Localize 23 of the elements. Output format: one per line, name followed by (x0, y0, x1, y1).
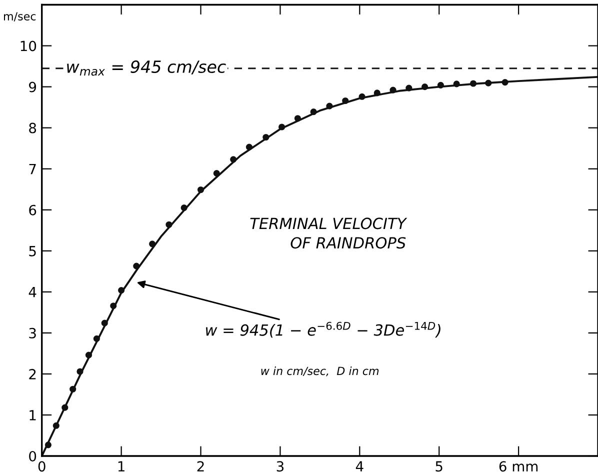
x-tick-label: 5 (436, 461, 442, 472)
y-tick-label: 8 (29, 122, 36, 134)
x-tick-label: 3 (276, 461, 284, 472)
x-tick-label: 2 (197, 461, 204, 472)
x-tick-label: 1 (118, 461, 124, 472)
y-tick-label: 6 (29, 204, 36, 216)
x-tick-label: 6 mm (499, 461, 538, 472)
annotation: w = 945(1 − e$^{−6.6D}$ − 3De$^{−14D}$) (206, 322, 440, 338)
y-tick-label: 3 (29, 328, 36, 338)
y-tick-label: 1 (30, 410, 36, 420)
x-tick-label: 4 (356, 461, 364, 472)
annotation: w in cm/sec, D in cm (261, 366, 379, 376)
y-tick-label: 10 (20, 40, 36, 52)
y-tick-label: 5 (29, 246, 36, 256)
y-tick-label: 2 (29, 368, 36, 380)
y-tick-label: 4 (28, 287, 36, 298)
y-tick-label: 9 (29, 82, 36, 92)
text: TERMINAL VELOCITY OF RAINDROPS (250, 218, 408, 249)
y-axis-title: m/sec (4, 12, 36, 22)
y-tick-label: 0 (29, 450, 36, 462)
y-tick-label: 7 (29, 164, 36, 174)
ref-line-label: w$_{max}$ = 945 cm/sec (67, 60, 226, 76)
x-tick-label: 0 (38, 461, 46, 472)
